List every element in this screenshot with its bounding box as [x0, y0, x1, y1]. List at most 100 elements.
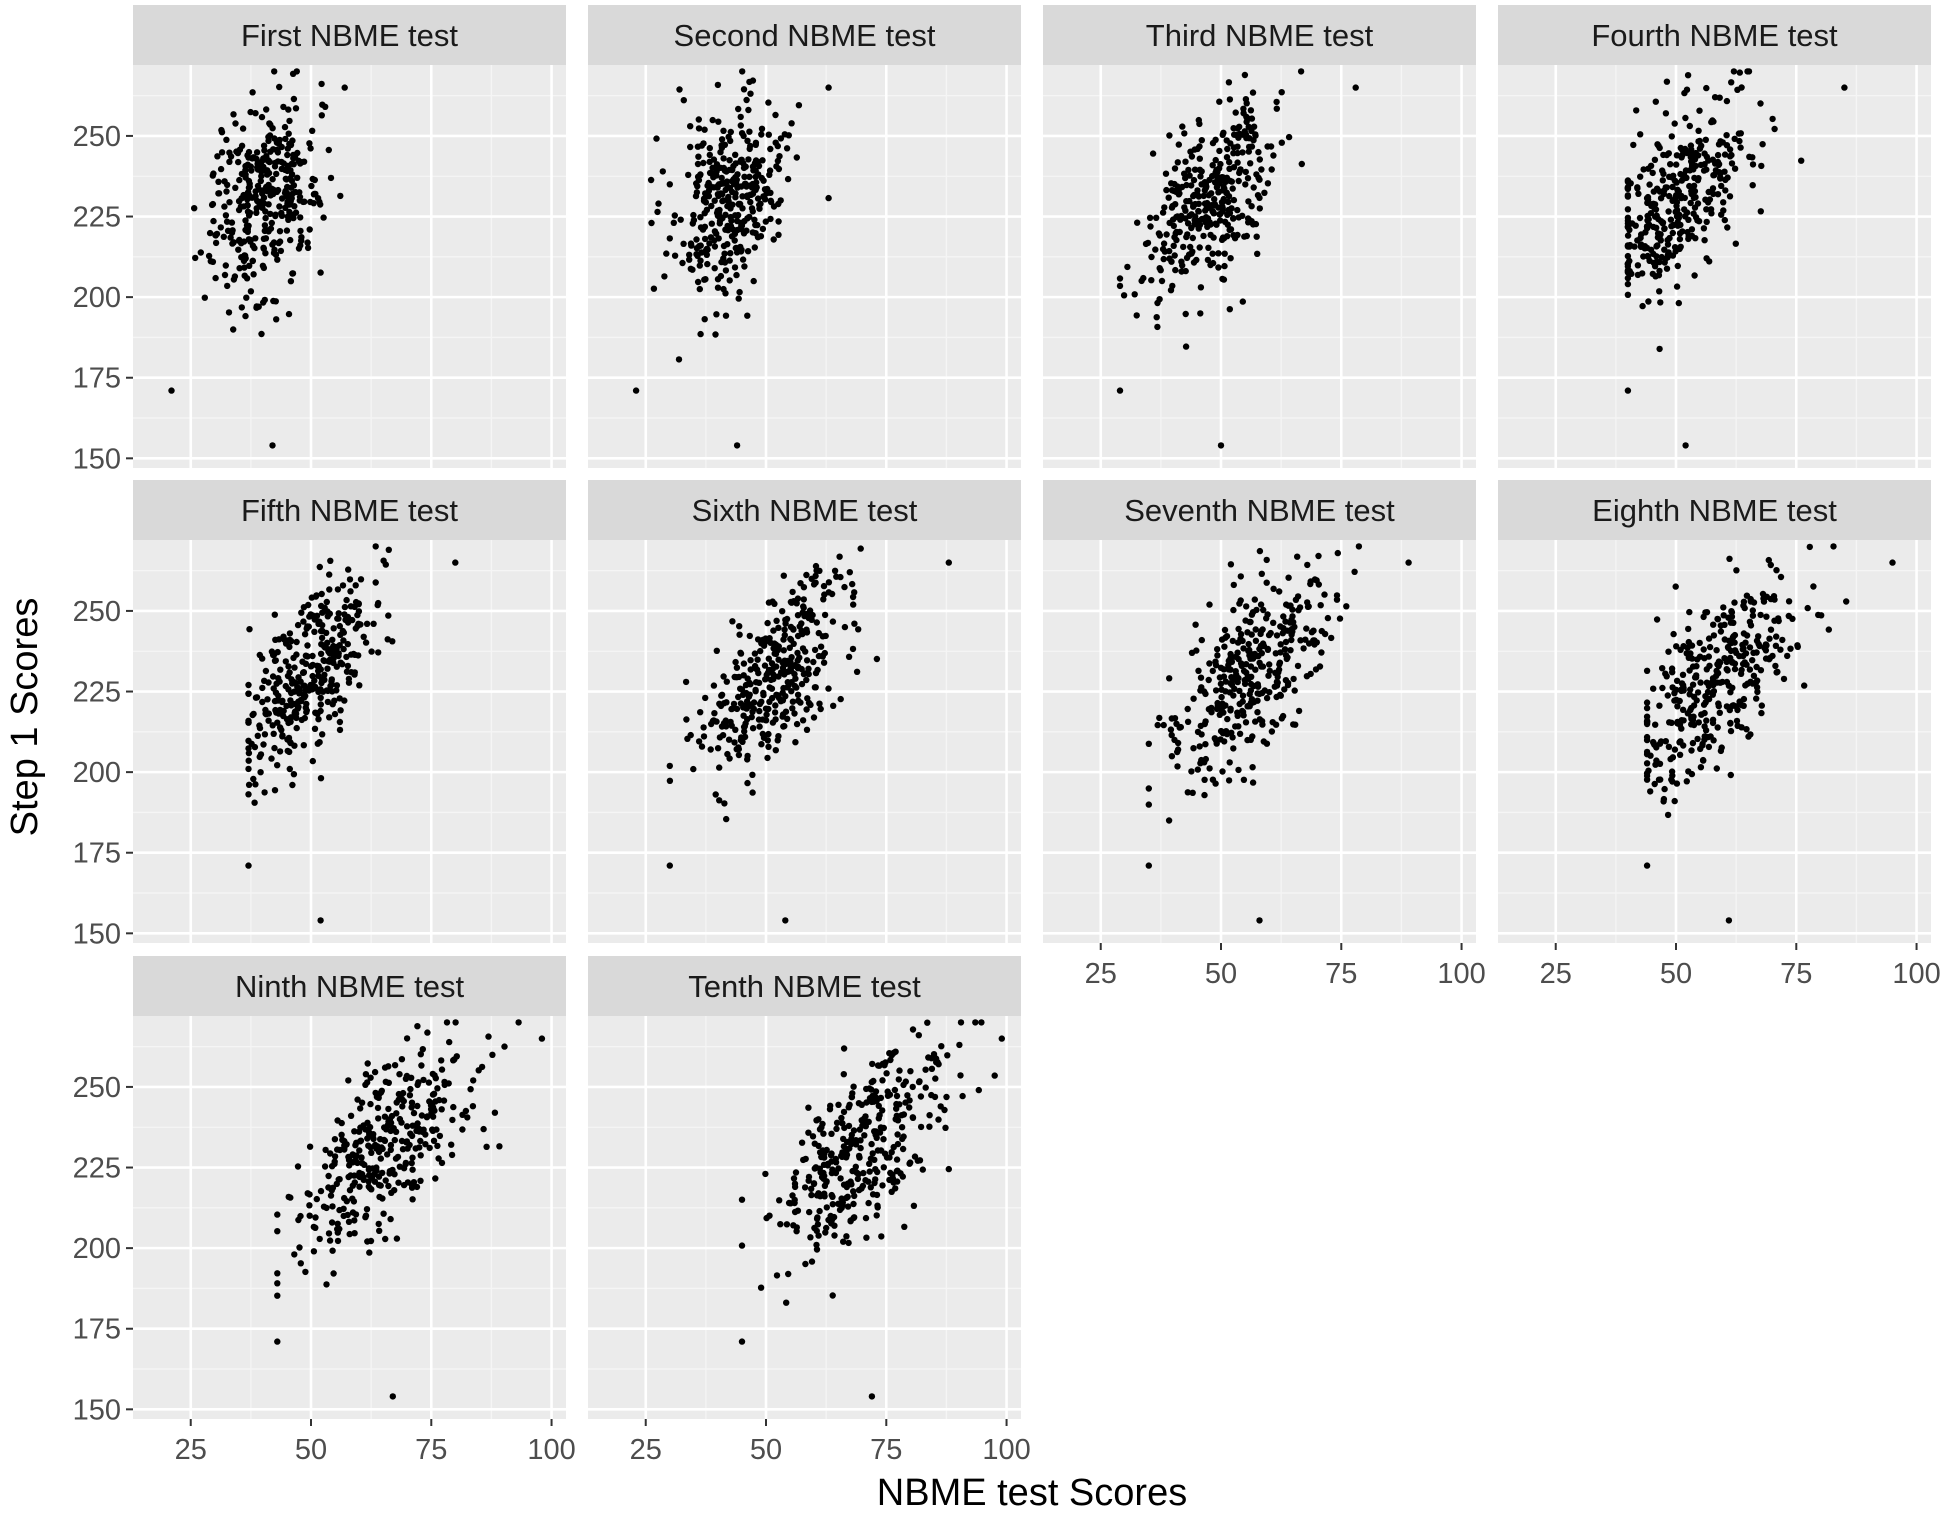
data-point — [775, 165, 783, 173]
data-point — [366, 1131, 373, 1138]
data-point — [709, 164, 716, 171]
data-point — [311, 616, 318, 623]
data-point — [1703, 84, 1710, 92]
data-point — [448, 1141, 455, 1148]
data-point — [210, 217, 217, 225]
data-point — [381, 1064, 389, 1071]
data-point — [793, 1228, 800, 1235]
data-point — [317, 775, 325, 782]
data-point — [235, 246, 242, 253]
data-point — [1702, 136, 1710, 143]
data-point — [744, 193, 751, 201]
data-point — [1747, 678, 1754, 685]
data-point — [1731, 135, 1738, 142]
data-point — [286, 669, 293, 676]
data-point — [327, 174, 335, 182]
data-point — [825, 84, 832, 91]
data-point — [851, 1192, 858, 1200]
data-point — [1247, 160, 1254, 167]
data-point — [773, 617, 780, 624]
data-point — [1701, 733, 1708, 740]
x-tick-label: 50 — [750, 1434, 782, 1466]
data-point — [271, 651, 278, 658]
data-point — [1634, 271, 1642, 279]
data-point — [811, 1140, 818, 1147]
data-point — [1174, 746, 1182, 753]
data-point — [1637, 234, 1644, 242]
data-point — [452, 1019, 459, 1026]
data-point — [894, 1117, 902, 1124]
data-point — [1285, 133, 1293, 141]
data-point — [1725, 917, 1733, 924]
data-point — [759, 225, 767, 233]
data-point — [239, 125, 247, 132]
data-point — [1726, 153, 1734, 160]
data-point — [1746, 666, 1754, 673]
data-point — [1252, 637, 1260, 644]
data-point — [718, 692, 725, 699]
data-point — [1706, 196, 1714, 203]
x-tick-label: 50 — [295, 1434, 327, 1466]
data-point — [1656, 740, 1664, 747]
data-point — [334, 1237, 342, 1245]
data-point — [687, 143, 694, 151]
data-point — [1263, 694, 1271, 702]
data-point — [868, 1140, 875, 1148]
data-point — [302, 660, 310, 667]
data-point — [1263, 556, 1270, 564]
data-point — [1237, 631, 1245, 638]
data-point — [272, 689, 280, 696]
data-point — [813, 1117, 820, 1124]
data-point — [256, 651, 263, 659]
data-point — [245, 862, 252, 869]
data-point — [1287, 647, 1294, 654]
data-point — [827, 1102, 834, 1110]
data-point — [1672, 583, 1679, 590]
data-point — [1272, 669, 1279, 676]
data-point — [1219, 275, 1226, 283]
data-point — [1288, 625, 1296, 633]
data-point — [1690, 702, 1698, 709]
data-point — [496, 1143, 503, 1150]
data-point — [352, 582, 359, 589]
data-point — [1227, 707, 1234, 714]
data-point — [1300, 645, 1307, 652]
data-point — [1294, 593, 1302, 600]
data-point — [1154, 323, 1161, 331]
data-point — [901, 1223, 908, 1231]
data-point — [1154, 721, 1161, 729]
data-point — [251, 244, 258, 252]
data-point — [751, 244, 758, 251]
data-point — [261, 227, 268, 235]
data-point — [448, 1151, 456, 1159]
data-point — [383, 1126, 390, 1133]
data-point — [769, 598, 776, 605]
data-point — [292, 209, 300, 216]
data-point — [336, 1146, 344, 1154]
data-point — [1703, 679, 1711, 686]
data-point — [1624, 185, 1632, 192]
data-point — [1188, 182, 1195, 189]
data-point — [1685, 638, 1693, 646]
data-point — [1336, 615, 1344, 622]
data-point — [732, 658, 739, 666]
data-point — [1679, 671, 1687, 678]
data-point — [489, 1051, 496, 1059]
y-tick-label: 250 — [73, 596, 121, 628]
data-point — [326, 571, 333, 578]
data-point — [1659, 177, 1667, 184]
y-tick-label: 250 — [73, 121, 121, 153]
data-point — [443, 1019, 451, 1026]
data-point — [807, 701, 814, 709]
data-point — [303, 707, 310, 714]
data-point — [899, 1145, 907, 1153]
data-point — [317, 269, 324, 276]
data-point — [764, 669, 772, 676]
data-point — [352, 625, 359, 632]
data-point — [825, 589, 832, 596]
data-point — [789, 588, 796, 596]
data-point — [876, 1062, 883, 1069]
data-point — [1209, 162, 1216, 169]
data-point — [932, 1075, 939, 1082]
